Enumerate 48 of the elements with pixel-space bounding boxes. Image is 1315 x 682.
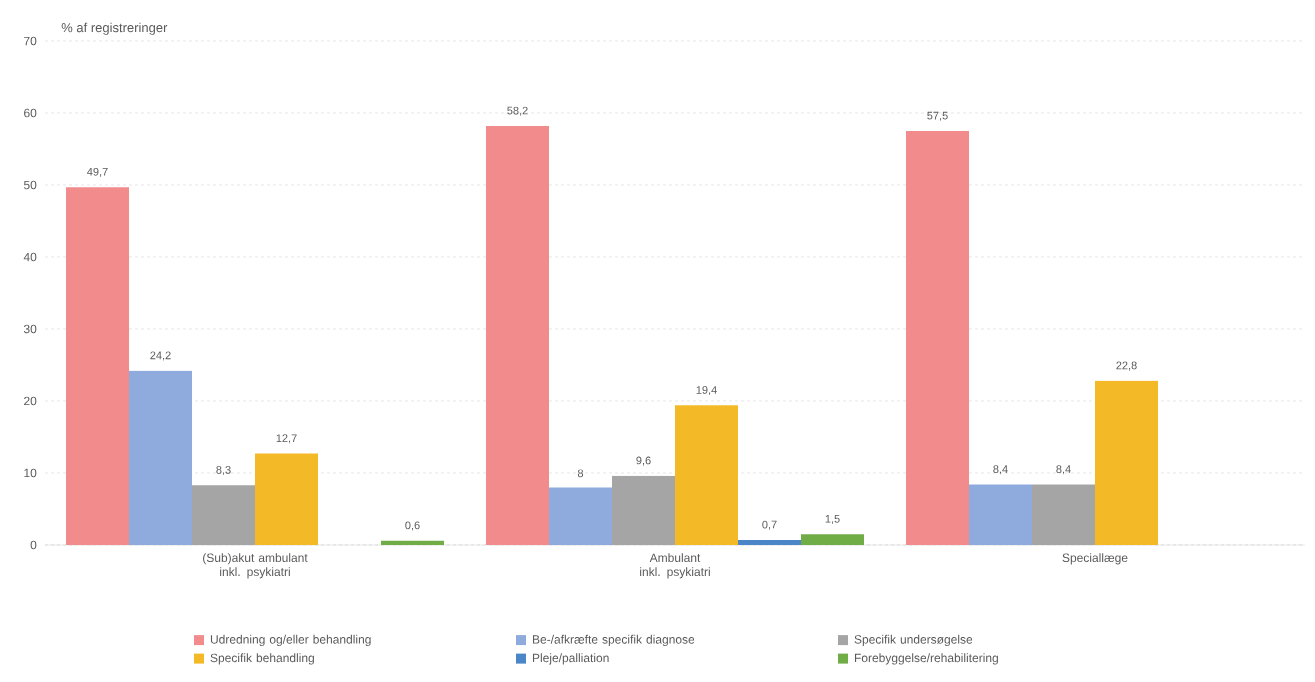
legend-label: Specifik undersøgelse (854, 634, 973, 647)
data-label: 19,4 (696, 386, 717, 396)
y-tick-label: 50 (23, 180, 37, 190)
data-label: 9,6 (636, 456, 651, 466)
bar (675, 405, 738, 545)
data-label: 8,4 (993, 465, 1008, 475)
legend-label: Specifik behandling (210, 653, 314, 665)
legend-label: Udredning og/eller behandling (210, 634, 371, 647)
bar (549, 487, 612, 545)
legend-label: Pleje/palliation (532, 653, 609, 665)
bar (129, 370, 193, 545)
bar (66, 187, 130, 545)
y-tick-label: 20 (24, 396, 37, 406)
x-tick-label: (Sub)akut ambulant inkl. psykiatri (203, 553, 308, 579)
bar (801, 534, 864, 545)
data-label: 8,3 (216, 465, 231, 476)
data-label: 1,5 (825, 515, 840, 524)
y-tick-label: 10 (24, 468, 37, 478)
legend-label: Forebyggelse/rehabilitering (854, 653, 998, 665)
bar (255, 453, 319, 545)
data-label: 24,2 (150, 351, 171, 361)
data-label: 58,2 (507, 106, 528, 116)
data-label: 57,5 (927, 111, 948, 121)
y-tick-label: 0 (30, 540, 37, 550)
bar (381, 540, 445, 545)
bar (969, 484, 1032, 545)
data-label: 8,4 (1056, 465, 1071, 475)
y-axis-title: % af registreringer (61, 22, 168, 35)
bar (486, 125, 549, 545)
data-label: 49,7 (87, 167, 108, 177)
bar (192, 485, 256, 545)
bar (1032, 484, 1095, 545)
y-tick-label: 30 (23, 324, 37, 334)
y-tick-label: 60 (24, 108, 37, 118)
data-label: 8 (577, 469, 584, 478)
bar (738, 539, 801, 545)
data-label: 0,7 (762, 520, 777, 530)
x-tick-label: Speciallæge (1062, 553, 1128, 565)
data-label: 12,7 (276, 434, 297, 444)
x-tick-label: Ambulant inkl. psykiatri (640, 553, 710, 579)
bar (906, 131, 969, 545)
y-tick-label: 70 (24, 36, 37, 46)
bar (612, 475, 675, 545)
data-label: 22,8 (1116, 361, 1137, 371)
y-tick-label: 40 (23, 252, 37, 262)
bar (1095, 380, 1158, 545)
data-label: 0,6 (405, 521, 420, 531)
legend-label: Be-/afkræfte specifik diagnose (532, 634, 695, 647)
